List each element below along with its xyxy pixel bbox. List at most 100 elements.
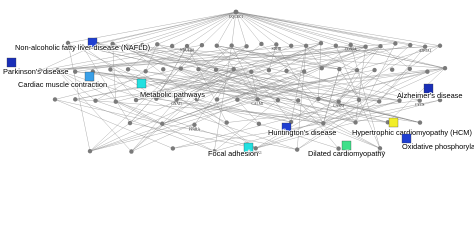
gene-node [256,121,262,127]
pathway-node [401,133,412,144]
edge [97,43,380,102]
pathway-label: Huntington's disease [268,128,336,137]
edge [89,43,322,152]
gene-node [425,69,430,74]
gene-node [108,67,113,72]
edge [115,101,256,149]
edge [75,46,366,100]
gene-node [160,121,165,126]
pathway-label: Focal adhesion [208,149,258,158]
edge [156,68,446,99]
edge [136,71,428,101]
gene-label: GNAI1 [171,102,182,106]
edge [306,45,420,101]
gene-node [170,146,176,151]
gene-node [408,42,413,48]
gene-node [354,68,360,73]
gene-node [244,44,249,49]
edge [235,11,426,47]
edge [235,11,262,45]
edge [54,99,173,149]
edge [112,43,388,123]
edge [82,46,181,69]
edge [82,46,131,124]
edge [75,99,388,123]
gene-node [65,40,71,46]
edge [92,71,339,102]
edge [129,122,256,149]
gene-node [301,69,307,74]
edge [57,70,298,150]
edge [323,68,446,124]
edge [235,11,381,47]
gene-node [87,148,93,154]
edge [127,45,256,149]
gene-node [169,43,175,49]
gene-node [80,44,86,49]
pathway-label: Hypertrophic cardiomyopathy (HCM) [352,128,472,137]
gene-node [224,120,229,125]
edge [258,123,339,149]
edge [127,45,446,69]
gene-node [154,96,159,101]
edge [39,43,98,71]
edge [257,45,441,100]
edge [237,99,260,124]
edge [162,123,298,150]
edge [131,46,247,152]
edge [235,11,322,44]
gene-node [214,43,219,48]
gene-node [407,66,412,71]
edge [39,43,396,71]
edge [127,45,238,100]
gene-node [389,67,395,72]
edge [156,98,324,124]
gene-node [253,146,258,151]
pathway-label: Oxidative phosphorylation [402,142,474,151]
edge [321,44,351,69]
edge [235,11,277,45]
edge [39,45,173,71]
gene-node [275,97,281,103]
gene-label: ATP5A1 [419,49,432,53]
edge [57,70,163,124]
gene-node [333,43,339,48]
edge [235,11,336,46]
gene-node [318,41,324,46]
edge [298,100,339,149]
edge [318,71,428,100]
pathway-label: Cardiac muscle contraction [18,80,107,89]
edge [251,43,322,72]
edge [255,99,441,149]
pathway-node [423,83,434,94]
gene-label: NDUFS7 [61,46,75,50]
gene-label: PXN [376,151,384,155]
edge [75,44,351,100]
edge [198,45,232,70]
edge [129,45,203,124]
pathway-label: Parkinson's disease [3,67,69,76]
edge [323,69,340,124]
gene-label: SDHB [272,47,282,51]
edge [196,98,292,123]
gene-node [284,68,289,74]
edge [198,69,421,123]
edge [75,71,299,101]
gene-node [229,43,234,48]
edge [82,46,157,99]
edge [226,100,420,123]
gene-node [37,68,43,73]
edge [387,68,446,123]
nodes: UQCRC1 NDUFS7 NDUFS4 NDUFB8 SDHB COX5A ATP5A1 G… [2,9,474,159]
gene-node [194,96,200,102]
gene-label: COX5A [345,47,357,51]
gene-node [363,44,368,49]
edge [162,46,381,124]
gene-node [417,98,422,103]
edge [235,11,307,46]
edge [67,11,237,44]
edge [97,43,340,70]
gene-node [155,42,160,47]
edge [112,43,324,124]
edge [180,68,278,101]
